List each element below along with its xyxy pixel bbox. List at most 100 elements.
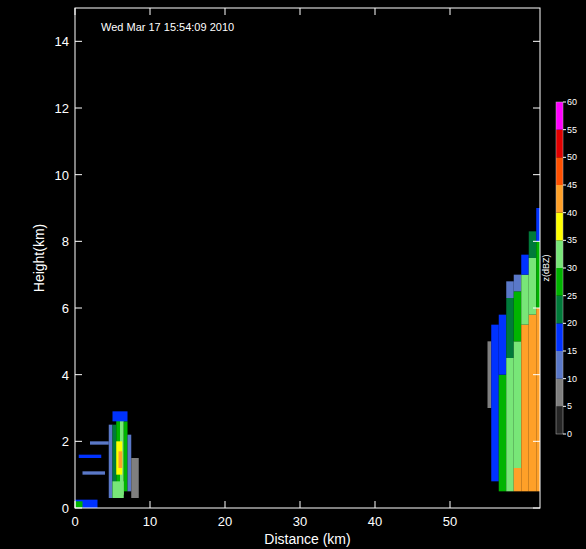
y-tick-label: 14 (55, 34, 69, 49)
y-tick (75, 508, 82, 509)
y-tick-label: 4 (62, 368, 69, 383)
echo-cell (131, 458, 139, 498)
y-tick-label: 10 (55, 168, 69, 183)
colorbar-band (556, 157, 563, 185)
y-tick-right (533, 108, 540, 109)
colorbar-tick (563, 295, 566, 296)
echo-cell (514, 291, 522, 341)
colorbar-tick-label: 60 (567, 97, 577, 107)
x-tick-label: 30 (293, 514, 307, 529)
echo-cell (113, 411, 128, 421)
y-tick (75, 241, 82, 242)
x-tick (450, 501, 451, 508)
colorbar-title: z(dBZ) (541, 254, 551, 281)
timestamp: Wed Mar 17 15:54:09 2010 (101, 21, 234, 33)
y-axis-title: Height(km) (31, 224, 47, 292)
colorbar-tick-label: 40 (567, 208, 577, 218)
echo-cell (529, 258, 537, 315)
echo-cell (79, 455, 102, 458)
echo-cell (529, 231, 537, 258)
colorbar-tick-label: 20 (567, 318, 577, 328)
echo-cell (491, 325, 499, 482)
colorbar-band (556, 130, 563, 158)
y-tick-right (533, 508, 540, 509)
y-tick-label: 12 (55, 101, 69, 116)
echo-cell (128, 435, 132, 492)
echo-cell (506, 298, 514, 358)
echo-cell (521, 325, 529, 492)
echo-cell (75, 500, 98, 508)
echo-cell (119, 451, 123, 468)
x-tick-top (300, 8, 301, 15)
x-tick-top (225, 8, 226, 15)
x-tick-label: 10 (143, 514, 157, 529)
echo-cell (506, 281, 514, 298)
echo-cell (521, 275, 529, 325)
echo-cell (90, 441, 109, 444)
colorbar-band (556, 102, 563, 130)
x-tick-label: 20 (218, 514, 232, 529)
colorbar-band (556, 351, 563, 379)
colorbar-band (556, 406, 563, 434)
colorbar-frame (556, 102, 563, 434)
echo-cell (499, 375, 507, 492)
colorbar-tick-label: 10 (567, 374, 577, 384)
background (0, 0, 586, 549)
echo-cell (506, 358, 514, 491)
colorbar-tick (563, 185, 566, 186)
echo-cell (109, 425, 113, 498)
colorbar-tick (563, 434, 566, 435)
colorbar-tick-label: 15 (567, 346, 577, 356)
x-axis-title: Distance (km) (264, 531, 350, 547)
colorbar-tick (563, 378, 566, 379)
echo-cell (488, 341, 492, 408)
y-tick-right (533, 441, 540, 442)
colorbar-tick (563, 351, 566, 352)
colorbar-tick-label: 0 (567, 429, 572, 439)
x-tick-top (450, 8, 451, 15)
echo-cell (514, 275, 522, 292)
y-tick-right (533, 374, 540, 375)
echo-cell (536, 308, 540, 491)
colorbar-tick-label: 55 (567, 125, 577, 135)
echo-cell (499, 315, 507, 375)
echo-cell (113, 481, 124, 498)
echo-cell (75, 501, 83, 508)
echo-cell (124, 421, 128, 491)
colorbar-band (556, 213, 563, 241)
x-tick-label: 50 (443, 514, 457, 529)
y-tick (75, 308, 82, 309)
colorbar-tick (563, 102, 566, 103)
colorbar-band (556, 323, 563, 351)
x-tick (150, 501, 151, 508)
x-tick (75, 501, 76, 508)
echo-cell (514, 468, 522, 491)
cells (75, 208, 540, 508)
colorbar-tick-label: 5 (567, 401, 572, 411)
y-tick-right (533, 308, 540, 309)
colorbar-tick (563, 406, 566, 407)
y-tick (75, 41, 82, 42)
echo-cell (529, 315, 537, 492)
chart: 0102030405002468101214Distance (km)Heigh… (0, 0, 586, 549)
x-tick-label: 40 (368, 514, 382, 529)
colorbar-tick-label: 30 (567, 263, 577, 273)
y-tick (75, 174, 82, 175)
y-tick-right (533, 241, 540, 242)
x-tick (225, 501, 226, 508)
x-tick-top (150, 8, 151, 15)
echo-cell (536, 208, 540, 241)
colorbar-band (556, 185, 563, 213)
echo-cell (536, 241, 540, 308)
y-tick-label: 2 (62, 434, 69, 449)
colorbar-tick-label: 45 (567, 180, 577, 190)
echo-cell (521, 255, 529, 275)
colorbar-tick (563, 212, 566, 213)
colorbar-tick-label: 35 (567, 235, 577, 245)
y-tick-right (533, 41, 540, 42)
y-tick (75, 108, 82, 109)
colorbar-tick (563, 323, 566, 324)
colorbar-tick (563, 129, 566, 130)
colorbar-tick (563, 157, 566, 158)
y-tick-label: 8 (62, 234, 69, 249)
